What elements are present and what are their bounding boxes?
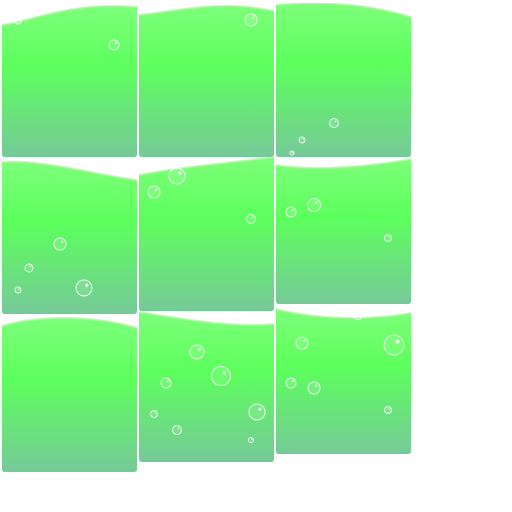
liquid-tile-6 [276, 157, 411, 304]
liquid-body [139, 5, 274, 157]
bubble-icon [14, 286, 22, 294]
liquid-tile-graphic [139, 157, 274, 311]
liquid-surface [2, 160, 137, 181]
liquid-tile-8 [139, 310, 274, 462]
liquid-surface [2, 317, 137, 329]
bubble-icon [295, 336, 309, 350]
liquid-tile-graphic [139, 4, 274, 157]
liquid-tile-graphic [2, 317, 137, 472]
bubble-icon [248, 437, 254, 443]
bubble-icon [189, 344, 205, 360]
bubble-icon [383, 334, 405, 356]
liquid-surface [139, 311, 274, 326]
liquid-tile-graphic [276, 3, 411, 157]
bubble-icon [384, 406, 392, 414]
bubble-icon [150, 410, 158, 418]
bubble-icon [211, 366, 231, 386]
bubble-icon [384, 234, 392, 242]
liquid-tile-graphic [2, 4, 137, 157]
liquid-body [2, 5, 137, 157]
liquid-tile-1 [2, 3, 137, 157]
liquid-body [139, 312, 274, 462]
liquid-body [2, 161, 137, 314]
bubble-icon [285, 206, 297, 218]
bubble-icon [285, 377, 297, 389]
bubble-icon [108, 39, 120, 51]
liquid-tile-9 [276, 307, 411, 454]
bubble-icon [160, 377, 172, 389]
liquid-tile-graphic [276, 158, 411, 304]
bubble-icon [244, 13, 258, 27]
liquid-body [2, 318, 137, 472]
bubble-icon [24, 263, 34, 273]
liquid-surface [2, 4, 137, 26]
liquid-surface [276, 3, 411, 18]
liquid-surface [276, 308, 411, 319]
bubble-icon [289, 150, 295, 156]
liquid-body [276, 159, 411, 304]
liquid-tile-graphic [139, 311, 274, 462]
bubble-icon [248, 403, 266, 421]
liquid-surface [139, 157, 274, 176]
bubble-icon [298, 136, 306, 144]
bubble-icon [14, 17, 22, 25]
bubble-icon [75, 279, 93, 297]
bubble-icon [307, 381, 321, 395]
liquid-tile-3 [276, 3, 411, 157]
bubble-icon [307, 198, 321, 212]
bubble-icon [147, 185, 161, 199]
liquid-body [139, 157, 274, 311]
liquid-body [276, 309, 411, 454]
liquid-surface [276, 158, 411, 169]
bubble-icon [168, 167, 186, 185]
liquid-tile-graphic [276, 308, 411, 454]
liquid-tile-7 [2, 316, 137, 472]
liquid-tile-4 [2, 160, 137, 314]
liquid-body [276, 3, 411, 157]
bubble-icon [53, 237, 67, 251]
bubble-icon [329, 118, 339, 128]
liquid-tile-2 [139, 3, 274, 157]
liquid-tile-5 [139, 157, 274, 311]
bubble-icon [172, 425, 182, 435]
bubble-icon [353, 310, 363, 320]
bubble-icon [246, 214, 256, 224]
liquid-tile-graphic [2, 160, 137, 314]
liquid-surface [139, 4, 274, 16]
